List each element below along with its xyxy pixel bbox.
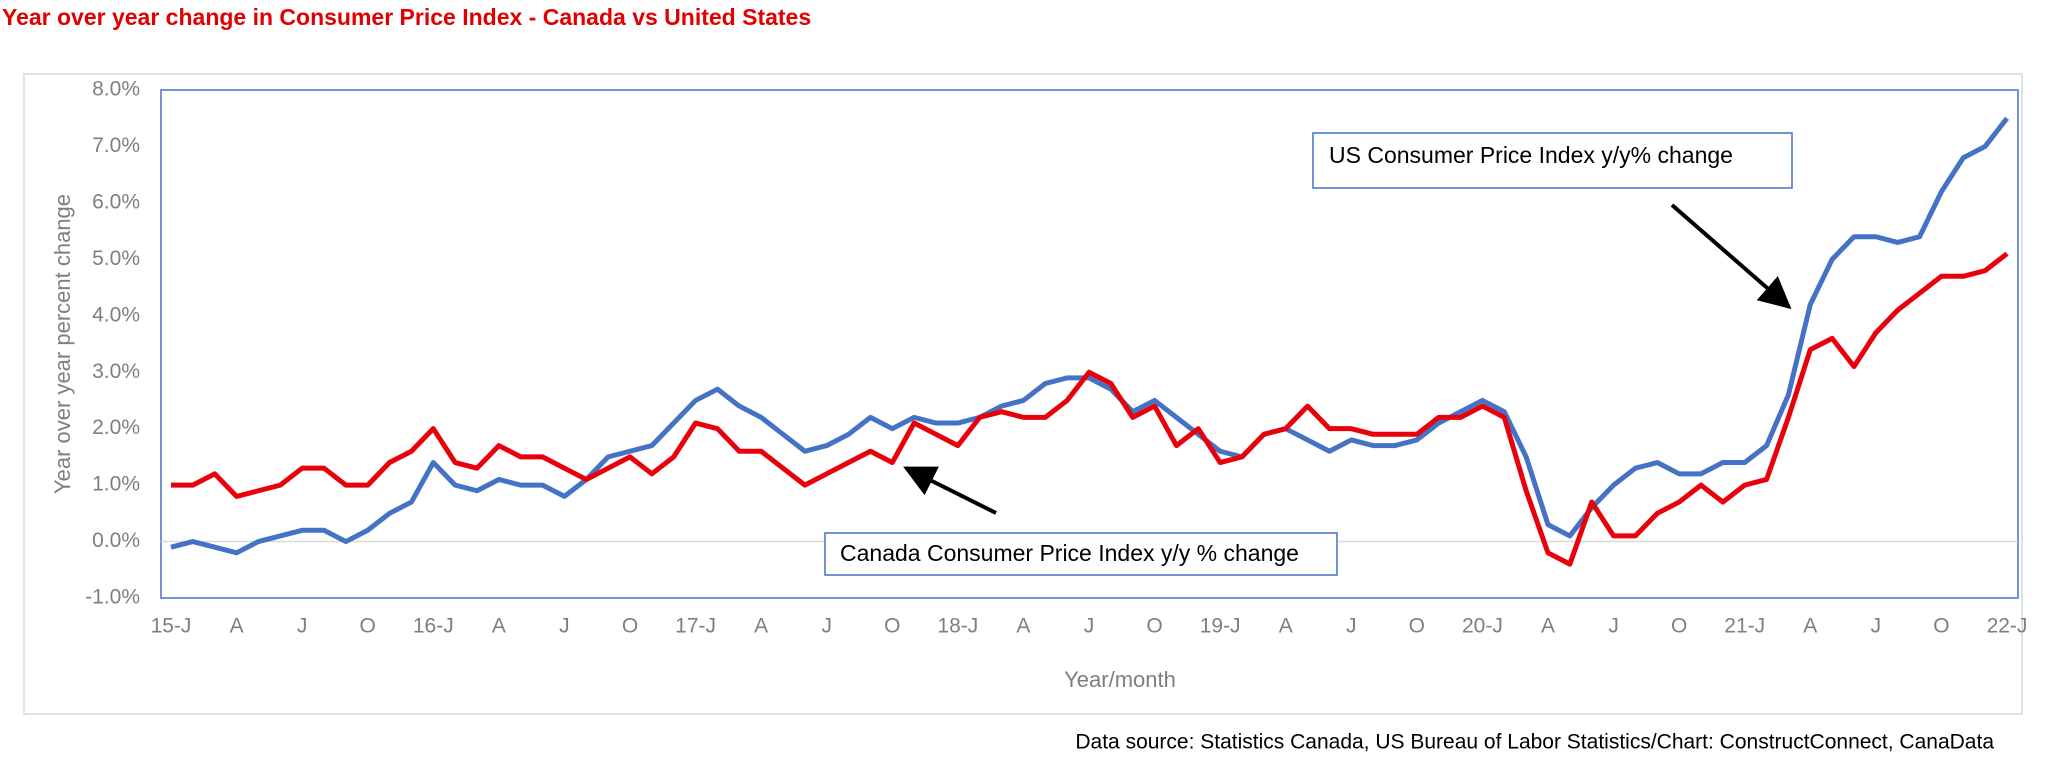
x-tick-label: 17-J — [675, 615, 716, 638]
y-tick-label: 0.0% — [92, 529, 140, 552]
x-tick-label: O — [360, 615, 376, 638]
chart-title: Year over year change in Consumer Price … — [2, 4, 811, 30]
x-tick-label: A — [1541, 615, 1555, 638]
y-tick-label: 6.0% — [92, 190, 140, 213]
plot-area — [160, 89, 2019, 599]
x-tick-label: J — [1346, 615, 1357, 638]
x-tick-label: A — [1803, 615, 1817, 638]
y-tick-label: 5.0% — [92, 247, 140, 270]
chart-frame — [23, 73, 2023, 715]
x-tick-label: A — [1279, 615, 1293, 638]
x-tick-label: J — [1608, 615, 1619, 638]
x-tick-label: J — [1871, 615, 1882, 638]
x-tick-label: O — [622, 615, 638, 638]
y-tick-label: -1.0% — [85, 586, 140, 609]
annotation-box — [1312, 132, 1793, 189]
x-tick-label: O — [1671, 615, 1687, 638]
x-tick-label: O — [884, 615, 900, 638]
x-tick-label: 21-J — [1724, 615, 1765, 638]
x-tick-label: 19-J — [1200, 615, 1241, 638]
x-tick-label: J — [559, 615, 570, 638]
annotation-arrow — [903, 466, 997, 515]
y-axis-title: Year over year percent change — [50, 194, 75, 494]
x-tick-label: 18-J — [937, 615, 978, 638]
x-tick-label: A — [754, 615, 768, 638]
x-tick-label: 20-J — [1462, 615, 1503, 638]
y-tick-label: 8.0% — [92, 78, 140, 101]
x-tick-label: 15-J — [151, 615, 192, 638]
y-tick-label: 3.0% — [92, 360, 140, 383]
x-tick-label: O — [1146, 615, 1162, 638]
x-tick-label: 16-J — [413, 615, 454, 638]
x-tick-label: A — [1016, 615, 1030, 638]
series-line — [170, 116, 2009, 556]
x-tick-label: O — [1933, 615, 1949, 638]
y-tick-label: 7.0% — [92, 134, 140, 157]
x-tick-label: 22-J — [1987, 615, 2028, 638]
x-tick-label: A — [230, 615, 244, 638]
annotation-arrow — [1670, 203, 1792, 310]
annotation: Canada Consumer Price Index y/y % change — [840, 540, 1299, 566]
series-line — [171, 251, 2009, 567]
x-axis-title: Year/month — [1064, 667, 1176, 692]
x-tick-label: A — [492, 615, 506, 638]
x-tick-label: O — [1409, 615, 1425, 638]
x-tick-label: J — [821, 615, 832, 638]
source-note: Data source: Statistics Canada, US Burea… — [1075, 731, 1994, 754]
x-tick-label: J — [1084, 615, 1095, 638]
y-tick-label: 2.0% — [92, 416, 140, 439]
annotation: US Consumer Price Index y/y% change — [1329, 142, 1733, 168]
annotation-box — [824, 532, 1338, 576]
y-tick-label: 4.0% — [92, 303, 140, 326]
x-tick-label: J — [297, 615, 308, 638]
y-tick-label: 1.0% — [92, 473, 140, 496]
